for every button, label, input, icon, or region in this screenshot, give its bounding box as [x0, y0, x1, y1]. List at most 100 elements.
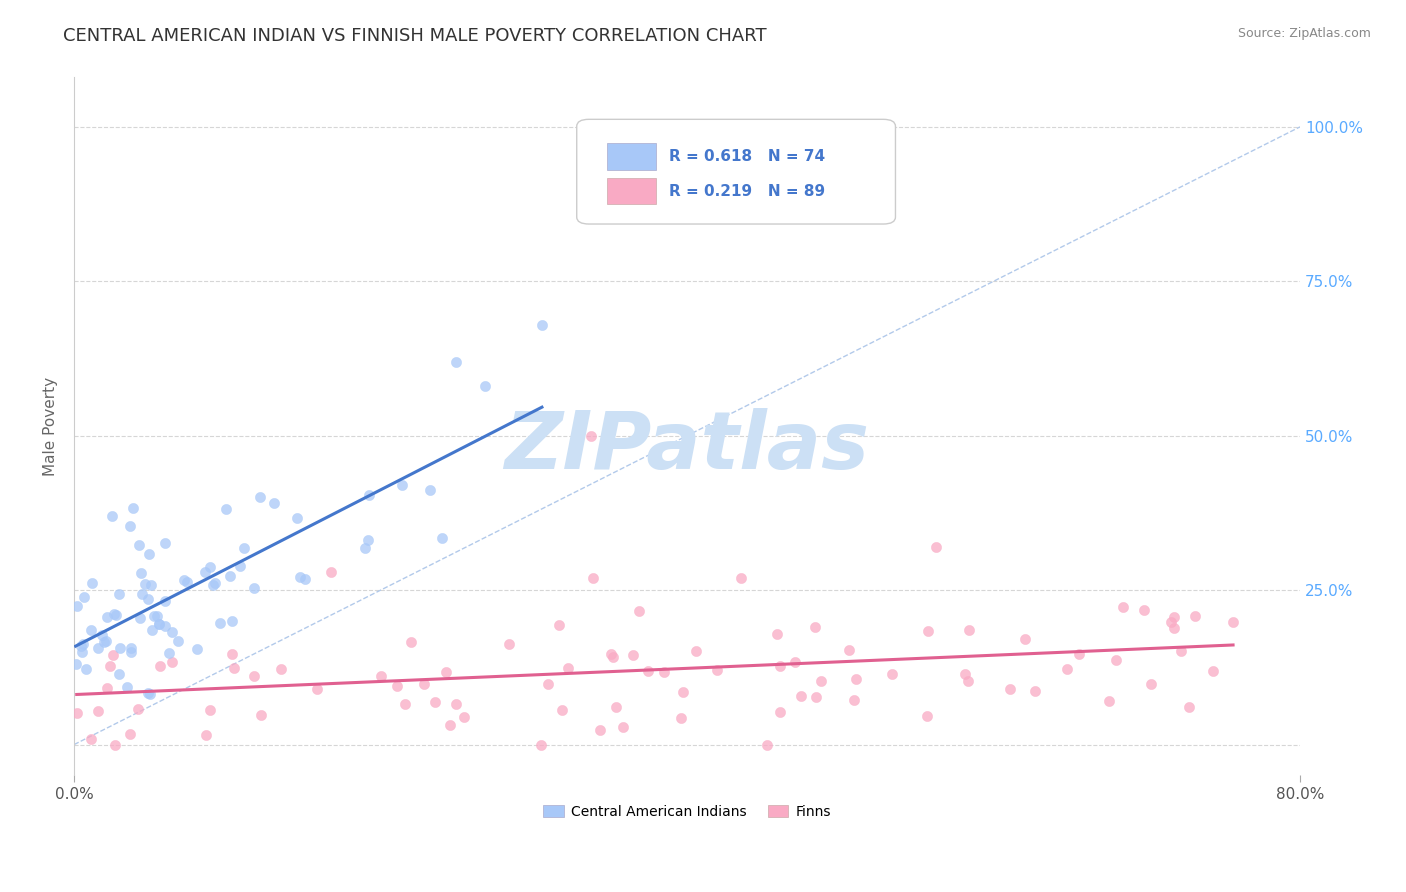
- Point: [806, 690, 828, 704]
- Point: [93, 635, 115, 649]
- Point: [551, 703, 574, 717]
- Point: [1105, 653, 1128, 667]
- Point: [128, 611, 150, 625]
- Point: [66, 706, 89, 720]
- Point: [120, 727, 142, 741]
- Point: [80, 575, 103, 590]
- Point: [214, 502, 236, 516]
- Point: [101, 509, 124, 524]
- Point: [579, 428, 602, 442]
- Point: [108, 587, 131, 601]
- Point: [96, 610, 118, 624]
- Point: [118, 518, 141, 533]
- Point: [120, 645, 142, 659]
- Point: [605, 700, 627, 714]
- Point: [186, 642, 208, 657]
- Point: [785, 655, 807, 669]
- Point: [134, 577, 156, 591]
- Point: [1160, 615, 1182, 630]
- Point: [394, 698, 416, 712]
- Point: [672, 684, 695, 698]
- Point: [838, 643, 860, 657]
- Point: [87, 641, 110, 656]
- Point: [706, 663, 728, 677]
- Point: [91, 628, 114, 642]
- Point: [882, 667, 904, 681]
- Point: [357, 488, 380, 502]
- Point: [557, 661, 579, 675]
- Point: [957, 624, 980, 638]
- Point: [1163, 610, 1185, 624]
- Point: [141, 623, 163, 637]
- Point: [96, 634, 118, 648]
- Point: [250, 707, 273, 722]
- Point: [474, 379, 496, 393]
- Point: [917, 624, 939, 638]
- Point: [104, 607, 127, 622]
- Point: [153, 619, 176, 633]
- Point: [222, 661, 245, 675]
- Point: [1056, 662, 1078, 676]
- Point: [72, 644, 94, 658]
- Point: [198, 703, 221, 717]
- Point: [1024, 684, 1046, 698]
- Text: Source: ZipAtlas.com: Source: ZipAtlas.com: [1237, 27, 1371, 40]
- Point: [263, 496, 285, 510]
- Point: [370, 668, 392, 682]
- Point: [305, 681, 328, 696]
- Point: [167, 634, 190, 648]
- Point: [141, 578, 163, 592]
- Point: [321, 565, 343, 579]
- Y-axis label: Male Poverty: Male Poverty: [44, 377, 58, 476]
- Point: [110, 640, 132, 655]
- Point: [108, 667, 131, 681]
- Point: [242, 581, 264, 595]
- Point: [956, 674, 979, 689]
- Point: [149, 659, 172, 673]
- Point: [998, 681, 1021, 696]
- Point: [530, 318, 553, 332]
- Point: [621, 648, 644, 662]
- Point: [1163, 621, 1185, 635]
- Point: [198, 560, 221, 574]
- Point: [1133, 603, 1156, 617]
- Point: [65, 657, 87, 671]
- Point: [790, 689, 813, 703]
- Point: [804, 620, 827, 634]
- Point: [391, 478, 413, 492]
- Legend: Central American Indians, Finns: Central American Indians, Finns: [537, 799, 837, 824]
- Point: [139, 687, 162, 701]
- Point: [769, 705, 792, 719]
- Point: [844, 693, 866, 707]
- Point: [103, 607, 125, 621]
- Point: [209, 616, 232, 631]
- Point: [294, 572, 316, 586]
- Text: CENTRAL AMERICAN INDIAN VS FINNISH MALE POVERTY CORRELATION CHART: CENTRAL AMERICAN INDIAN VS FINNISH MALE …: [63, 27, 766, 45]
- FancyBboxPatch shape: [607, 178, 657, 204]
- Point: [131, 587, 153, 601]
- Point: [434, 665, 457, 679]
- Point: [810, 674, 832, 689]
- Point: [229, 559, 252, 574]
- Point: [412, 677, 434, 691]
- Point: [401, 635, 423, 649]
- Point: [153, 536, 176, 550]
- Point: [249, 491, 271, 505]
- Point: [194, 565, 217, 579]
- Text: R = 0.618   N = 74: R = 0.618 N = 74: [669, 149, 825, 164]
- Point: [136, 592, 159, 607]
- Point: [423, 695, 446, 709]
- Point: [221, 647, 243, 661]
- Point: [439, 717, 461, 731]
- Point: [120, 640, 142, 655]
- Point: [953, 667, 976, 681]
- Point: [202, 578, 225, 592]
- Point: [142, 609, 165, 624]
- Point: [148, 617, 170, 632]
- Point: [548, 617, 571, 632]
- Point: [1222, 615, 1244, 629]
- Point: [444, 697, 467, 711]
- Point: [652, 665, 675, 679]
- Point: [72, 637, 94, 651]
- Point: [430, 531, 453, 545]
